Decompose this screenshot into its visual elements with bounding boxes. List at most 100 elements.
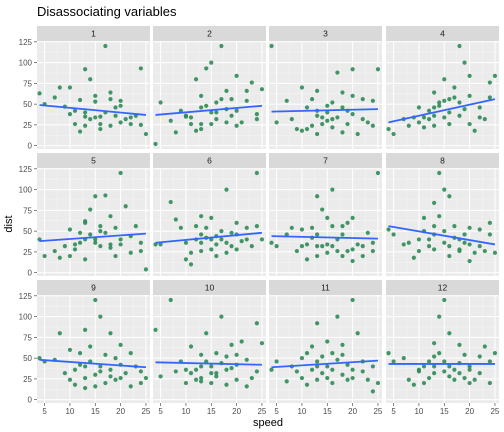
data-point — [304, 382, 310, 387]
data-point — [330, 224, 335, 229]
data-point — [477, 115, 482, 120]
data-point — [299, 85, 305, 90]
data-point — [57, 85, 62, 90]
fit-line — [271, 235, 378, 240]
data-point — [83, 123, 88, 128]
data-point — [320, 370, 325, 376]
facet-strip-label: 4 — [440, 29, 445, 39]
data-point — [224, 250, 229, 255]
x-tick-label: 20 — [116, 407, 125, 416]
data-point — [224, 240, 229, 245]
data-point — [234, 352, 239, 357]
y-tick-label: 125 — [19, 165, 33, 174]
data-point — [370, 98, 375, 103]
data-point — [426, 375, 432, 381]
data-point — [123, 370, 128, 376]
data-point — [340, 90, 345, 95]
data-point — [138, 248, 143, 254]
data-point — [320, 243, 325, 249]
data-point — [93, 297, 98, 303]
data-point — [259, 341, 265, 346]
data-point — [482, 344, 487, 349]
data-point — [457, 342, 462, 347]
data-point — [254, 321, 259, 326]
data-point — [67, 347, 73, 352]
data-point — [462, 240, 467, 245]
panel-background — [153, 168, 266, 276]
facet-panel-7: 7 — [269, 153, 382, 276]
data-point — [77, 230, 83, 235]
data-point — [113, 113, 118, 118]
data-point — [72, 247, 78, 252]
data-point — [193, 377, 199, 382]
data-point — [447, 194, 452, 199]
facet-strip — [386, 280, 499, 295]
facet-panel-11: 11 5 10 15 20 25 — [269, 280, 383, 416]
data-point — [320, 121, 325, 127]
data-point — [426, 108, 432, 113]
data-point — [93, 194, 98, 199]
data-point — [330, 243, 335, 249]
data-point — [269, 43, 274, 49]
facet-strip — [153, 26, 266, 41]
x-tick-label: 25 — [257, 407, 266, 416]
data-point — [330, 380, 335, 386]
y-tick-label: 50 — [23, 100, 32, 109]
data-point — [426, 243, 432, 249]
data-point — [340, 372, 345, 377]
data-point — [447, 97, 452, 102]
data-point — [209, 370, 214, 376]
data-point — [88, 116, 93, 122]
data-point — [340, 352, 345, 357]
data-point — [447, 121, 452, 127]
data-point — [67, 253, 73, 259]
data-point — [62, 370, 67, 376]
data-point — [93, 237, 98, 242]
data-point — [143, 375, 149, 381]
data-point — [199, 248, 204, 254]
data-point — [83, 364, 88, 369]
data-point — [72, 121, 78, 127]
data-point — [204, 359, 209, 364]
data-point — [340, 224, 345, 229]
data-point — [335, 314, 340, 319]
facet-panel-8: 8 — [386, 153, 499, 276]
x-tick-label: 20 — [465, 407, 474, 416]
data-point — [452, 224, 457, 229]
data-point — [421, 215, 427, 220]
data-point — [315, 131, 320, 137]
data-point — [57, 255, 62, 260]
data-point — [274, 359, 279, 364]
data-point — [118, 103, 123, 108]
data-point — [128, 250, 133, 255]
data-point — [108, 97, 113, 102]
data-point — [355, 131, 360, 137]
data-point — [421, 364, 427, 369]
data-point — [209, 60, 214, 65]
fit-line — [271, 108, 378, 113]
facet-strip-label: 11 — [321, 283, 330, 293]
data-point — [199, 214, 204, 219]
data-point — [391, 359, 396, 364]
data-point — [426, 359, 432, 364]
data-point — [406, 123, 411, 128]
data-point — [183, 257, 189, 262]
data-point — [138, 380, 143, 386]
data-point — [432, 90, 437, 95]
data-point — [199, 240, 204, 245]
data-point — [325, 110, 330, 115]
data-point — [98, 229, 103, 234]
data-point — [432, 123, 437, 128]
data-point — [472, 128, 477, 133]
data-point — [234, 108, 239, 113]
data-point — [113, 253, 118, 259]
data-point — [325, 339, 330, 344]
y-tick-label: 0 — [28, 396, 33, 405]
data-point — [199, 121, 204, 127]
facet-strip-label: 12 — [438, 283, 448, 293]
facet-panel-6: 6 — [153, 153, 266, 276]
data-point — [477, 227, 482, 232]
data-point — [447, 253, 452, 259]
data-point — [249, 80, 254, 85]
